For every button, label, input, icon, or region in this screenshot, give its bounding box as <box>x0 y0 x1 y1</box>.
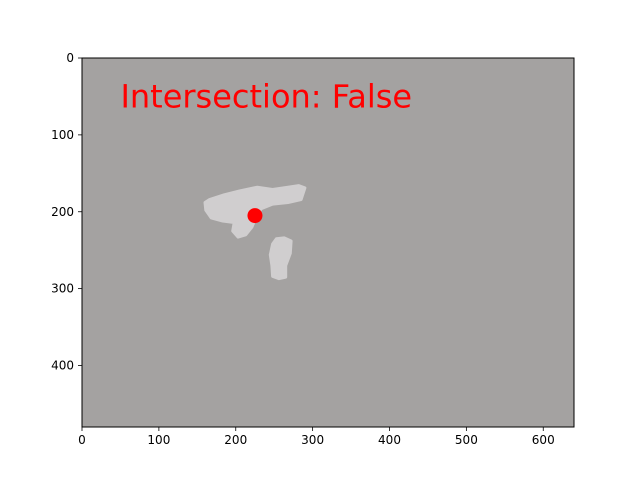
plot-background <box>82 58 574 427</box>
y-tick-label: 0 <box>66 51 74 65</box>
y-tick-label: 400 <box>51 359 74 373</box>
x-tick-label: 0 <box>78 433 86 447</box>
y-tick-label: 200 <box>51 205 74 219</box>
scatter-points <box>247 208 263 224</box>
plot-frame <box>81 57 575 428</box>
x-tick-label: 500 <box>455 433 478 447</box>
y-axis: 0 100 200 300 400 <box>51 51 82 373</box>
region-lower-blob <box>268 236 293 281</box>
y-tick-label: 100 <box>51 128 74 142</box>
x-tick-label: 200 <box>224 433 247 447</box>
x-tick-label: 100 <box>147 433 170 447</box>
point-marker <box>247 208 263 224</box>
x-tick-label: 300 <box>301 433 324 447</box>
annotation-text: Intersection: False <box>120 77 412 115</box>
x-axis: 0 100 200 300 400 500 600 <box>78 427 555 447</box>
x-tick-label: 600 <box>532 433 555 447</box>
y-tick-label: 300 <box>51 282 74 296</box>
x-tick-label: 400 <box>378 433 401 447</box>
